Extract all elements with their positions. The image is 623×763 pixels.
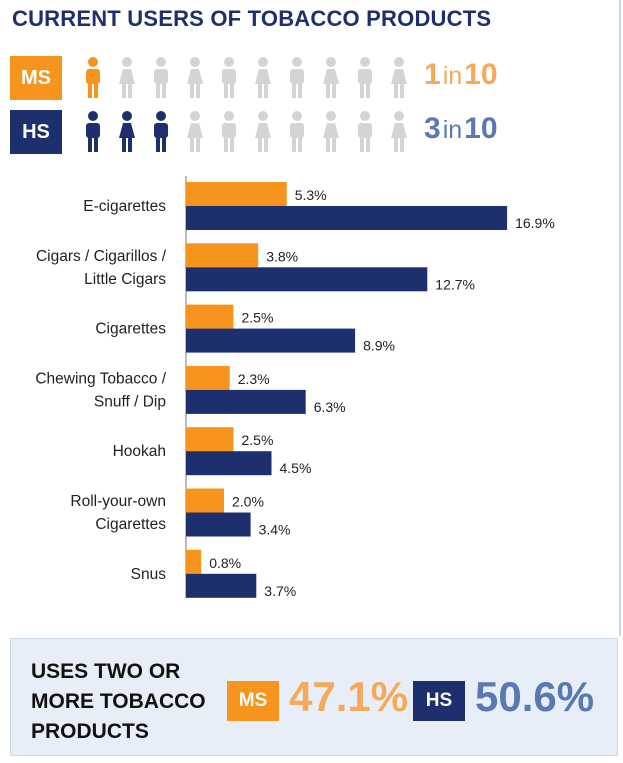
ms-person-icon [222,57,236,98]
ms-person-icon [290,57,304,98]
multi-use-hs-badge: HS [413,681,465,721]
ms-person-icon [154,57,168,98]
hs-ratio-row: HS 3in10 [10,110,610,154]
hs-person-icon-active [86,111,100,152]
hs-value-label: 4.5% [280,460,312,476]
category-label: Chewing Tobacco / [35,370,166,387]
ms-bar [186,427,234,452]
multi-use-label: USES TWO OR MORE TOBACCO PRODUCTS [31,657,221,747]
hs-person-icon [187,111,203,152]
hs-person-icon-active [154,111,168,152]
category-label: Little Cigars [84,271,166,288]
ms-person-icon-active [86,57,100,98]
ms-person-icon [358,57,372,98]
category-label: Snuff / Dip [94,393,166,410]
ms-value-label: 5.3% [295,187,327,203]
hs-value-label: 3.7% [264,583,296,599]
ms-value-label: 2.0% [232,494,264,510]
multi-use-label-line: USES TWO OR [31,660,181,683]
ms-value-label: 2.5% [242,432,274,448]
multi-use-ms-badge: MS [227,681,279,721]
hs-ratio-count: 3 [424,112,441,145]
ms-bar [186,488,224,513]
multi-use-label-line: MORE TOBACCO [31,690,206,713]
ms-badge: MS [10,56,62,100]
ms-value-label: 2.3% [238,371,270,387]
category-label: Cigarettes [95,321,166,338]
ms-value-label: 2.5% [242,310,274,326]
category-label: Cigars / Cigarillos / [36,248,167,265]
hs-value-label: 12.7% [435,276,475,292]
tobacco-bar-chart: E-cigarettes 5.3% 16.9% Cigars / Cigarillos… [35,176,555,599]
category-label: Cigarettes [95,516,166,533]
ms-people-icons [86,57,407,98]
hs-bar [186,267,428,292]
hs-person-icon [255,111,271,152]
ms-bar [186,549,202,574]
hs-badge: HS [10,110,62,154]
hs-value-label: 6.3% [314,399,346,415]
ms-person-icon [255,57,271,98]
ms-person-icon [187,57,203,98]
ms-bar [186,304,234,329]
hs-people-icons [86,111,407,152]
hs-person-icon [222,111,236,152]
category-label: E-cigarettes [83,198,166,215]
category-label: Hookah [113,443,166,460]
hs-bar [186,573,257,598]
multi-use-hs-value: 50.6% [475,673,595,720]
hs-person-icon [323,111,339,152]
hs-ratio-text: 3in10 [424,112,498,146]
hs-person-icon-active [119,111,135,152]
ms-ratio-in: in [442,62,463,90]
hs-bar [186,512,251,537]
hs-value-label: 16.9% [515,215,555,231]
ms-person-icon [323,57,339,98]
multi-use-panel: USES TWO OR MORE TOBACCO PRODUCTS MS 47.… [10,638,618,756]
ms-value-label: 0.8% [209,555,241,571]
hs-value-label: 3.4% [259,522,291,538]
multi-use-label-line: PRODUCTS [31,720,149,743]
ms-ratio-row: MS 1in10 [10,56,610,100]
page-title: CURRENT USERS OF TOBACCO PRODUCTS [12,6,492,31]
panel-border [619,0,621,636]
ms-bar [186,243,259,268]
hs-person-icon [358,111,372,152]
hs-ratio-total: 10 [464,112,498,145]
ms-bar [186,182,287,206]
hs-bar [186,206,508,230]
hs-value-label: 8.9% [363,338,395,354]
ms-ratio-total: 10 [464,58,498,91]
ms-value-label: 3.8% [266,248,298,264]
hs-person-icon [290,111,304,152]
hs-person-icon [391,111,407,152]
multi-use-ms-value: 47.1% [289,673,409,720]
ms-person-icon [119,57,135,98]
ms-bar [186,365,230,390]
hs-ratio-in: in [442,116,463,144]
ms-ratio-count: 1 [424,58,441,91]
hs-bar [186,389,306,414]
ms-ratio-text: 1in10 [424,58,498,92]
ms-person-icon [391,57,407,98]
category-label: Roll-your-own [70,493,166,510]
hs-bar [186,328,356,353]
category-label: Snus [131,566,167,583]
hs-bar [186,451,272,476]
